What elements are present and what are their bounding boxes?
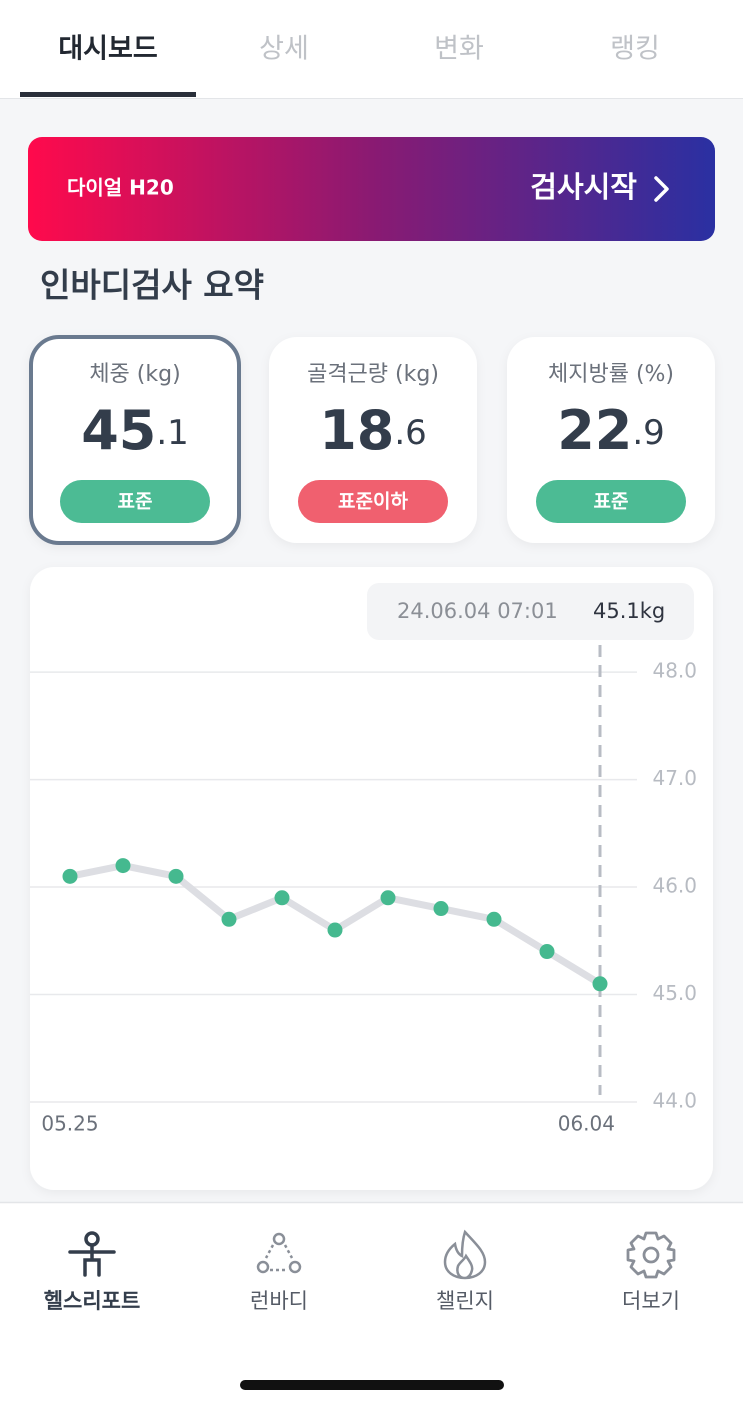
y-tick-label: 46.0	[652, 874, 697, 898]
nav-label: 더보기	[622, 1289, 680, 1313]
nav-item[interactable]: 헬스리포트	[44, 1231, 141, 1313]
nav-label: 챌린지	[436, 1289, 494, 1313]
card-value: 22.9	[557, 399, 665, 462]
bottom-nav	[0, 1202, 743, 1404]
data-point	[327, 922, 343, 938]
data-point	[115, 858, 131, 874]
status-pill	[536, 480, 686, 523]
data-point	[433, 901, 449, 917]
banner-background	[28, 137, 715, 241]
card-value-dec: .9	[632, 413, 664, 453]
home-indicator	[240, 1380, 504, 1390]
data-point	[592, 976, 608, 992]
status-pill	[60, 480, 210, 523]
summary-card[interactable]: 체지방률 (%) 22.9 표준	[507, 337, 715, 543]
x-tick-label: 05.25	[41, 1112, 98, 1136]
chevron-icon	[654, 176, 669, 202]
card-value: 18.6	[319, 399, 427, 462]
start-button-label: 검사시작	[530, 170, 637, 204]
nav-label: 헬스리포트	[44, 1289, 141, 1313]
card-value-int: 18	[319, 399, 394, 462]
status-label: 표준이하	[338, 491, 408, 513]
status-label: 표준	[118, 491, 153, 513]
card-label: 체지방률 (%)	[548, 362, 674, 387]
tab-indicator	[20, 92, 196, 97]
tab[interactable]: 변화	[434, 34, 484, 65]
data-point	[221, 911, 237, 927]
start-banner[interactable]: 다이얼 H20 검사시작	[28, 137, 715, 241]
tooltip-box	[367, 583, 694, 640]
data-point	[486, 911, 502, 927]
nav-label: 런바디	[250, 1289, 308, 1313]
tab-bar	[0, 0, 743, 98]
runbody-icon	[256, 1232, 302, 1274]
settings-icon	[626, 1231, 676, 1279]
summary-card[interactable]: 골격근량 (kg) 18.6 표준이하	[269, 337, 477, 543]
card-value-int: 45	[81, 399, 156, 462]
weight-chart: 44.0 45.0 46.0 47.0 48.0 05.25 06.04	[30, 645, 697, 1136]
tab[interactable]: 랭킹	[610, 34, 660, 65]
y-tick-label: 44.0	[652, 1089, 697, 1113]
y-tick-label: 45.0	[652, 981, 697, 1005]
nav-item[interactable]: 런바디	[250, 1232, 308, 1313]
tab[interactable]: 상세	[259, 34, 309, 65]
card-label: 체중 (kg)	[89, 362, 180, 387]
status-pill	[298, 480, 448, 523]
tab[interactable]: 대시보드	[58, 34, 157, 65]
summary-cards: 체중 (kg) 45.1 표준 골격근량 (kg) 18.6 표준이하 체지방률 (%) 22…	[29, 335, 715, 545]
x-tick-label: 06.04	[558, 1112, 615, 1136]
nav-item[interactable]: 더보기	[622, 1231, 680, 1313]
tooltip-date: 24.06.04 07:01	[397, 599, 558, 623]
card-value-dec: .6	[394, 413, 426, 453]
health-report-icon	[68, 1231, 116, 1277]
chart-card	[30, 567, 713, 1190]
status-label: 표준	[594, 491, 629, 513]
data-point	[62, 868, 78, 884]
card-label: 골격근량 (kg)	[307, 362, 439, 387]
card-value-int: 22	[557, 399, 632, 462]
card-value-dec: .1	[156, 413, 188, 453]
data-point	[539, 944, 555, 960]
data-point	[168, 868, 184, 884]
nav-item[interactable]: 챌린지	[436, 1229, 494, 1313]
challenge-icon	[443, 1229, 487, 1280]
summary-card[interactable]: 체중 (kg) 45.1 표준	[29, 335, 241, 545]
y-tick-label: 48.0	[652, 659, 697, 683]
tooltip-value: 45.1kg	[593, 599, 665, 623]
data-point	[274, 890, 290, 906]
data-point	[380, 890, 396, 906]
device-name: 다이얼 H20	[67, 176, 174, 200]
y-tick-label: 47.0	[652, 766, 697, 790]
card-value: 45.1	[81, 399, 189, 462]
section-title: 인바디검사 요약	[40, 266, 264, 305]
